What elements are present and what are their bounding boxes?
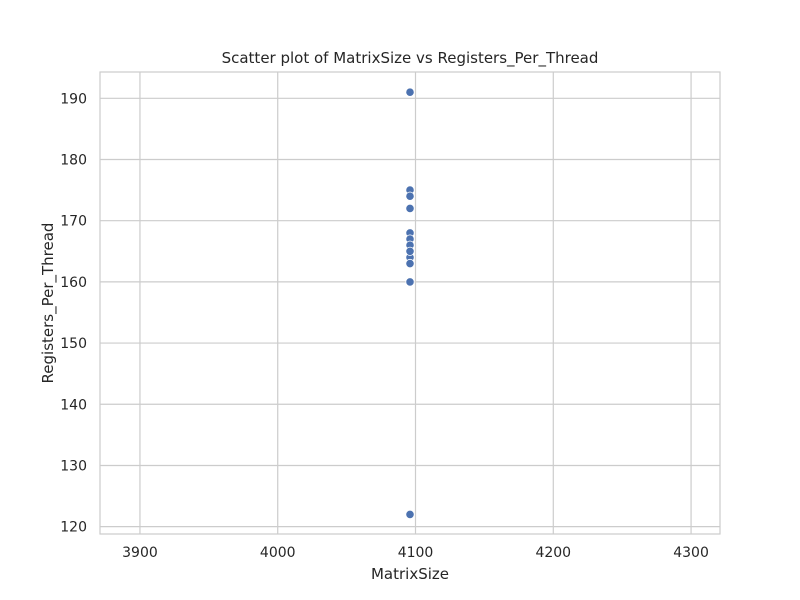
- data-point: [405, 246, 415, 256]
- chart-title: Scatter plot of MatrixSize vs Registers_…: [222, 49, 599, 68]
- y-tick-label: 160: [60, 275, 87, 291]
- y-tick-label: 120: [60, 520, 87, 536]
- x-tick-label: 4000: [260, 545, 296, 561]
- data-point: [405, 87, 415, 97]
- y-tick-label: 170: [60, 214, 87, 230]
- y-tick-label: 140: [60, 397, 87, 413]
- data-point: [405, 191, 415, 201]
- y-axis-label: Registers_Per_Thread: [39, 223, 58, 384]
- y-tick-label: 180: [60, 153, 87, 169]
- x-tick-label: 4200: [535, 545, 571, 561]
- x-axis-label: MatrixSize: [371, 565, 449, 583]
- grid-lines: [100, 72, 720, 534]
- data-point: [405, 509, 415, 520]
- data-point: [405, 203, 415, 214]
- x-tick-label: 4100: [398, 545, 434, 561]
- x-tick-label: 4300: [673, 545, 709, 561]
- plot-background: [100, 72, 720, 534]
- data-points: [405, 87, 415, 520]
- plot-frame: [99, 71, 721, 535]
- x-axis-ticks: 3900 4000 4100 4200 4300: [122, 545, 709, 561]
- data-point: [405, 277, 415, 287]
- y-axis-ticks: 120 130 140 150 160 170 180 190: [60, 91, 87, 535]
- data-point: [405, 258, 415, 269]
- y-tick-label: 150: [60, 336, 87, 352]
- x-tick-label: 3900: [122, 545, 158, 561]
- y-tick-label: 130: [60, 458, 87, 474]
- y-tick-label: 190: [60, 91, 87, 107]
